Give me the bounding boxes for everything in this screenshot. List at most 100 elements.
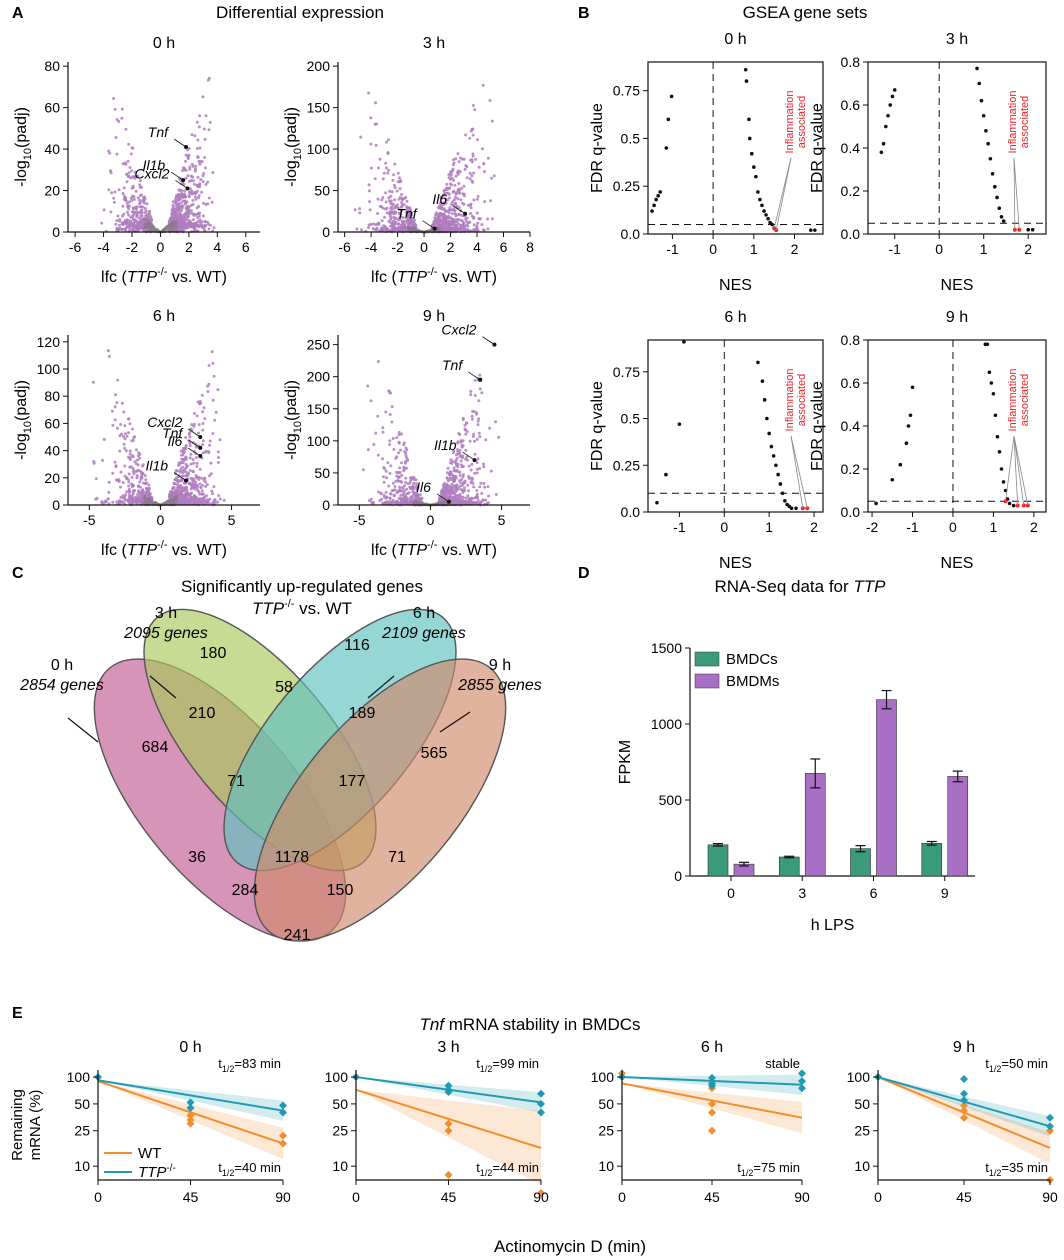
y-tick-label: 10: [598, 1158, 614, 1174]
panel-letter-e: E: [12, 1005, 23, 1022]
volcano-point: [199, 178, 203, 182]
volcano-point: [123, 424, 127, 428]
volcano-point: [396, 489, 400, 493]
volcano-point: [188, 167, 192, 171]
volcano-point: [437, 215, 441, 219]
volcano-point: [453, 493, 457, 496]
gene-set-point: [1030, 227, 1035, 232]
venn-set-count: 2855 genes: [457, 677, 542, 694]
panel-c-title-line2: TTP-/- vs. WT: [252, 598, 352, 618]
annotation-line2: associated: [1019, 374, 1031, 427]
volcano-point: [128, 449, 132, 453]
gene-set-point: [1011, 503, 1016, 508]
annotation-text: Inflammationassociated: [1007, 369, 1031, 432]
volcano-point: [385, 140, 388, 144]
volcano-point: [412, 481, 416, 485]
volcano-point: [179, 461, 183, 464]
volcano-point: [476, 457, 480, 461]
volcano-point: [472, 216, 476, 220]
volcano-point: [135, 213, 139, 217]
volcano-point: [381, 430, 385, 434]
volcano-point: [172, 207, 176, 211]
volcano-point: [131, 483, 135, 487]
volcano-point: [188, 441, 192, 445]
volcano-point: [210, 200, 214, 204]
volcano-point: [121, 204, 125, 208]
volcano-point: [388, 471, 392, 475]
volcano-point: [481, 147, 484, 151]
volcano-point: [129, 219, 132, 223]
volcano-point: [472, 198, 476, 202]
volcano-point: [211, 171, 215, 175]
volcano-point: [437, 219, 441, 222]
legend-swatch: [694, 673, 720, 689]
volcano-point: [175, 208, 179, 212]
panel-letter-d: D: [578, 565, 590, 582]
volcano-point: [369, 142, 373, 146]
venn-set-name: 9 h: [489, 657, 511, 674]
volcano-title: 6 h: [153, 308, 175, 325]
volcano-point: [473, 108, 477, 112]
volcano-point: [461, 418, 465, 421]
x-tick-label: -4: [365, 239, 378, 255]
gene-set-point: [1026, 227, 1030, 232]
volcano-point: [190, 189, 194, 193]
volcano-point: [183, 488, 186, 492]
volcano-point: [107, 480, 111, 484]
volcano-point: [384, 410, 388, 414]
volcano-point-ns: [146, 223, 150, 226]
volcano-point: [400, 205, 404, 208]
volcano-point-ns: [175, 225, 178, 228]
volcano-point-ns: [413, 227, 417, 230]
y-axis-label-rest: (padj): [283, 107, 300, 148]
volcano-point: [471, 152, 475, 156]
volcano-point: [118, 219, 122, 223]
volcano-point: [197, 490, 201, 494]
panel-b-title: GSEA gene sets: [743, 3, 868, 22]
annotation-text: Inflammationassociated: [1007, 91, 1031, 154]
volcano-point: [191, 222, 195, 226]
volcano-point: [456, 497, 460, 501]
volcano-point: [127, 174, 131, 178]
y-tick-label: 25: [74, 1123, 90, 1139]
gene-set-point: [749, 151, 754, 156]
volcano-point: [450, 219, 454, 223]
volcano-point: [193, 195, 197, 199]
volcano-point: [453, 219, 456, 223]
y-tick-label: 0.6: [841, 97, 861, 113]
volcano-point: [489, 469, 493, 473]
volcano-point: [106, 497, 110, 501]
volcano-point: [395, 436, 399, 440]
x-axis-label: NES: [719, 277, 752, 294]
gene-set-point: [776, 472, 780, 477]
y-axis-label-sub: 10: [22, 421, 34, 433]
volcano-point: [391, 202, 395, 206]
volcano-point: [191, 477, 195, 481]
volcano-point: [480, 391, 484, 395]
volcano-point: [126, 159, 130, 163]
volcano-point: [134, 207, 138, 211]
volcano-point: [430, 223, 434, 227]
volcano-point: [461, 456, 464, 460]
volcano-point: [377, 222, 381, 226]
legend-wt-label: WT: [138, 1145, 161, 1162]
volcano-point: [216, 461, 220, 464]
volcano-point-ns: [172, 219, 176, 223]
volcano-point: [173, 478, 177, 481]
x-tick-label: 0: [157, 512, 165, 528]
volcano-point: [120, 401, 124, 405]
volcano-point: [454, 195, 458, 199]
volcano-point: [123, 446, 127, 450]
volcano-point: [127, 484, 131, 488]
volcano-point: [395, 205, 399, 209]
volcano-point: [366, 384, 370, 388]
x-tick-label: 1: [765, 519, 773, 535]
volcano-point: [448, 177, 452, 181]
volcano-point: [475, 461, 479, 465]
volcano-point: [188, 456, 192, 460]
volcano-point-ns: [412, 500, 416, 504]
volcano-point: [100, 501, 104, 505]
x-axis-label-sup: -/-: [157, 266, 168, 278]
venn-region-count: 180: [200, 645, 227, 662]
